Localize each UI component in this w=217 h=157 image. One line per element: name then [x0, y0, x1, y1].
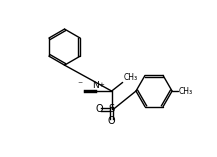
Text: O: O	[96, 104, 103, 114]
Text: S: S	[108, 104, 115, 114]
Text: O: O	[108, 116, 115, 126]
Text: CH₃: CH₃	[179, 87, 193, 96]
Text: CH₃: CH₃	[123, 73, 138, 82]
Text: N: N	[93, 81, 99, 90]
Text: ⁻: ⁻	[78, 80, 83, 90]
Text: +: +	[99, 82, 105, 88]
